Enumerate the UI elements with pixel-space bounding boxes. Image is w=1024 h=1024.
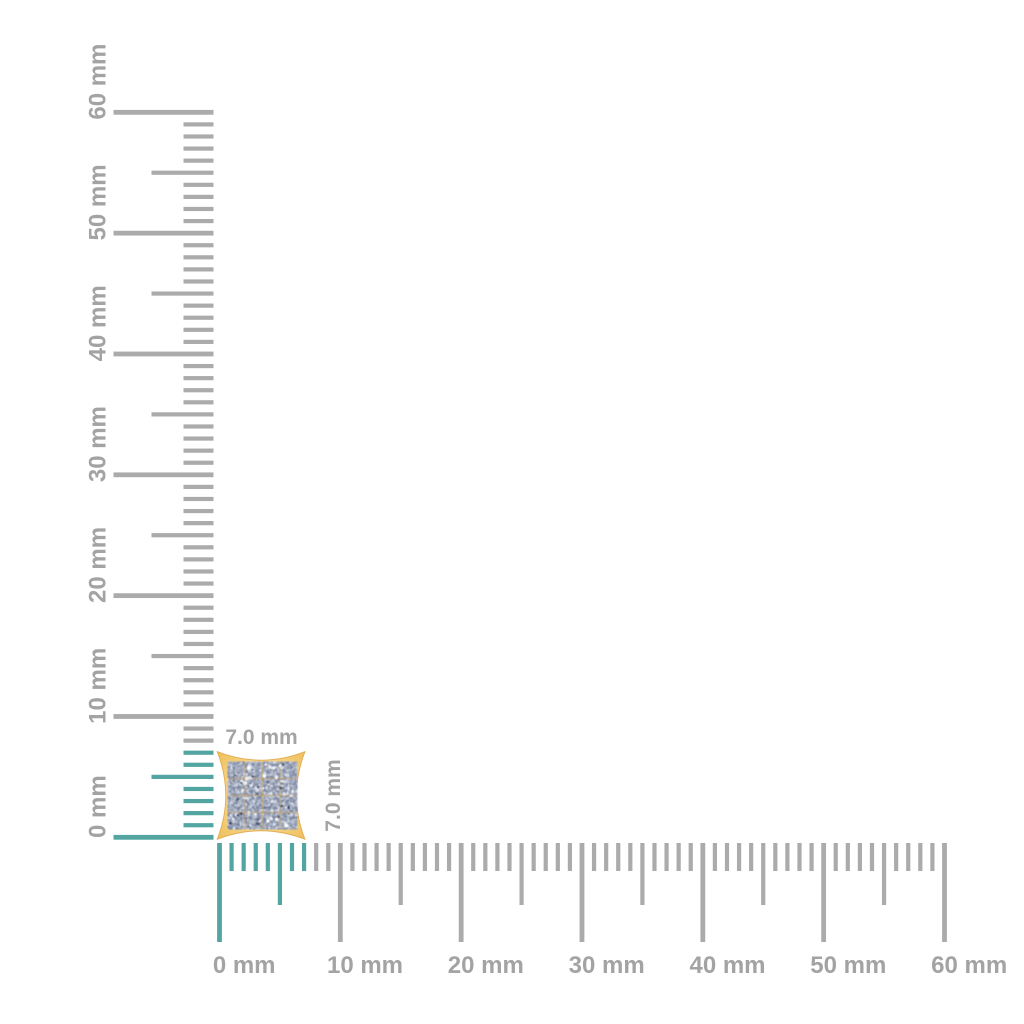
svg-text:10 mm: 10 mm xyxy=(85,648,112,724)
svg-text:40 mm: 40 mm xyxy=(689,952,765,979)
svg-text:60 mm: 60 mm xyxy=(931,952,1007,979)
svg-text:20 mm: 20 mm xyxy=(448,952,524,979)
svg-text:7.0 mm: 7.0 mm xyxy=(225,726,297,749)
svg-text:0 mm: 0 mm xyxy=(213,952,276,979)
svg-text:50 mm: 50 mm xyxy=(85,164,112,240)
svg-text:7.0 mm: 7.0 mm xyxy=(322,759,345,831)
svg-text:0 mm: 0 mm xyxy=(85,775,112,838)
svg-text:30 mm: 30 mm xyxy=(85,406,112,482)
svg-text:50 mm: 50 mm xyxy=(810,952,886,979)
svg-text:30 mm: 30 mm xyxy=(569,952,645,979)
svg-text:40 mm: 40 mm xyxy=(85,285,112,361)
svg-text:20 mm: 20 mm xyxy=(85,527,112,603)
svg-text:60 mm: 60 mm xyxy=(85,44,112,120)
svg-text:10 mm: 10 mm xyxy=(327,952,403,979)
